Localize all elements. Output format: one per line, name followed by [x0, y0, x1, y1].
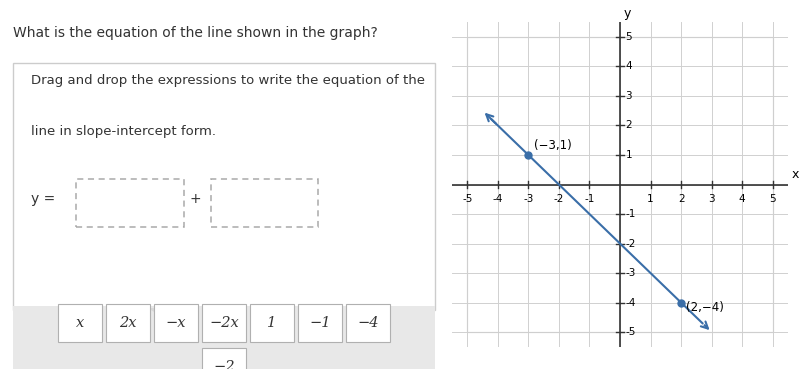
- FancyBboxPatch shape: [106, 304, 150, 342]
- Text: -3: -3: [626, 268, 636, 278]
- Text: −2x: −2x: [209, 316, 239, 330]
- FancyBboxPatch shape: [346, 304, 390, 342]
- FancyBboxPatch shape: [250, 304, 294, 342]
- Text: 5: 5: [770, 194, 776, 204]
- FancyBboxPatch shape: [202, 348, 246, 369]
- Text: 4: 4: [739, 194, 746, 204]
- Text: 2x: 2x: [119, 316, 137, 330]
- Text: −1: −1: [309, 316, 330, 330]
- Text: -5: -5: [626, 327, 636, 337]
- Text: −x: −x: [166, 316, 186, 330]
- FancyBboxPatch shape: [154, 304, 198, 342]
- FancyBboxPatch shape: [76, 179, 184, 227]
- Text: y: y: [624, 7, 631, 20]
- Text: Drag and drop the expressions to write the equation of the: Drag and drop the expressions to write t…: [31, 74, 426, 87]
- FancyBboxPatch shape: [14, 306, 434, 369]
- Text: -4: -4: [626, 297, 636, 308]
- Text: x: x: [76, 316, 84, 330]
- Text: 5: 5: [626, 32, 632, 42]
- Text: 1: 1: [626, 150, 632, 160]
- Text: x: x: [792, 168, 799, 181]
- Text: -1: -1: [626, 209, 636, 219]
- Text: −4: −4: [357, 316, 378, 330]
- Text: What is the equation of the line shown in the graph?: What is the equation of the line shown i…: [14, 26, 378, 40]
- Text: 1: 1: [647, 194, 654, 204]
- FancyBboxPatch shape: [210, 179, 318, 227]
- Text: +: +: [189, 192, 201, 206]
- Text: -5: -5: [462, 194, 473, 204]
- Text: 2: 2: [626, 120, 632, 131]
- FancyBboxPatch shape: [58, 304, 102, 342]
- Text: 4: 4: [626, 61, 632, 72]
- Text: -1: -1: [584, 194, 594, 204]
- FancyBboxPatch shape: [298, 304, 342, 342]
- Text: 1: 1: [267, 316, 277, 330]
- Text: -2: -2: [554, 194, 564, 204]
- Polygon shape: [148, 308, 184, 319]
- FancyBboxPatch shape: [202, 304, 246, 342]
- Text: 2: 2: [678, 194, 685, 204]
- Text: -3: -3: [523, 194, 534, 204]
- Text: line in slope-intercept form.: line in slope-intercept form.: [31, 125, 216, 138]
- Text: 3: 3: [708, 194, 715, 204]
- Text: (−3,1): (−3,1): [534, 139, 572, 152]
- Text: −2: −2: [214, 361, 234, 369]
- Text: 3: 3: [626, 91, 632, 101]
- Text: (2,−4): (2,−4): [686, 301, 723, 314]
- Text: -2: -2: [626, 238, 636, 249]
- Text: y =: y =: [31, 192, 56, 206]
- FancyBboxPatch shape: [14, 63, 434, 310]
- Text: -4: -4: [493, 194, 503, 204]
